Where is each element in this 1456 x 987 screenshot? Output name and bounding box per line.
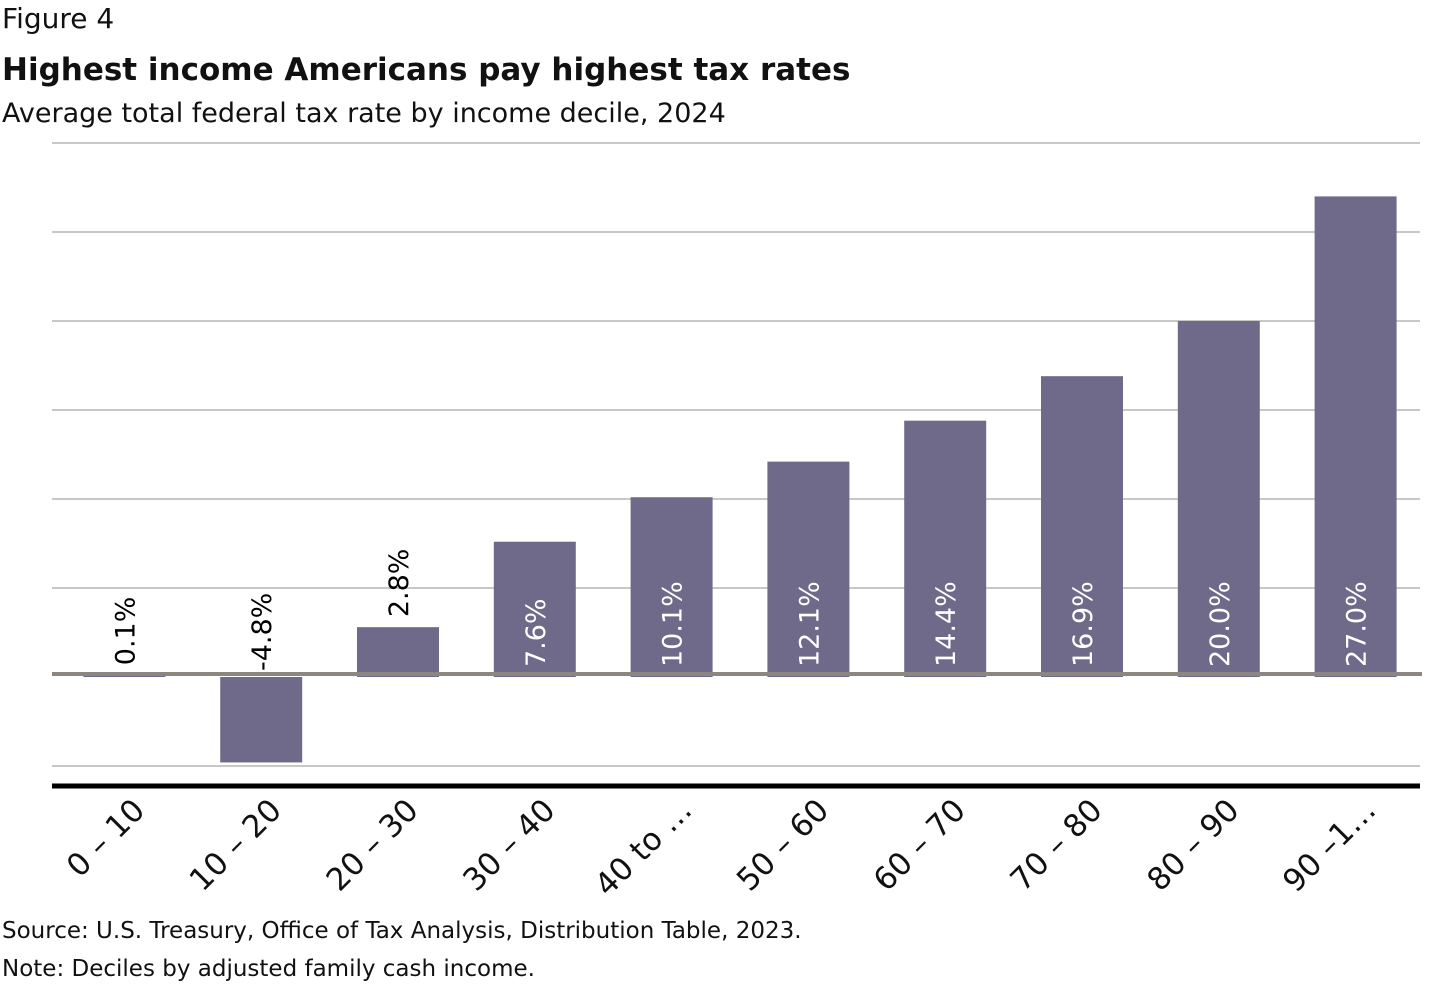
bar-chart: 0.1% -4.8% 2.8% 7.6% 10.1% 12.1% 14.4% 16.9% 20.… [52,142,1422,903]
chart-title: Highest income Americans pay highest tax… [2,52,851,88]
axes [52,672,1422,789]
bar [357,627,439,677]
bar [630,497,713,677]
bars [83,196,1397,763]
x-tick-label: 20 – 30 [320,792,426,898]
x-tick-label: 50 – 60 [730,792,836,898]
x-tick-labels: 0 – 10 10 – 20 20 – 30 30 – 40 40 to … 50 – 6… [60,792,1383,903]
data-label: 7.6% [521,598,552,667]
data-labels: 0.1% -4.8% 2.8% 7.6% 10.1% 12.1% 14.4% 16.9% 20.… [110,549,1372,671]
source-note: Source: U.S. Treasury, Office of Tax Ana… [2,918,802,944]
data-label: 10.1% [658,581,689,667]
x-tick-label: 30 – 40 [456,792,562,898]
bar [767,461,850,677]
chart-subtitle: Average total federal tax rate by income… [2,98,726,129]
x-tick-label: 80 – 90 [1140,792,1246,898]
bar [1177,321,1260,677]
bar [220,677,303,763]
bar [904,420,987,677]
data-label: 14.4% [931,581,962,667]
x-tick-label: 10 – 20 [183,792,289,898]
bar [493,541,576,677]
x-tick-label: 60 – 70 [867,792,973,898]
bar [1314,196,1397,677]
data-label: -4.8% [247,593,278,671]
footnote: Note: Deciles by adjusted family cash in… [2,956,535,982]
x-tick-label: 90 –1… [1276,792,1383,899]
data-label: 16.9% [1068,581,1099,667]
x-tick-label: 40 to … [588,792,699,903]
data-label: 20.0% [1205,581,1236,667]
figure-label: Figure 4 [2,2,115,35]
bar [1041,376,1123,677]
data-label: 0.1% [110,597,141,666]
bar [83,675,166,677]
x-tick-label: 70 – 80 [1004,792,1110,898]
data-label: 27.0% [1342,581,1373,667]
data-label: 2.8% [384,549,415,618]
x-tick-label: 0 – 10 [60,792,152,884]
data-label: 12.1% [794,581,825,667]
